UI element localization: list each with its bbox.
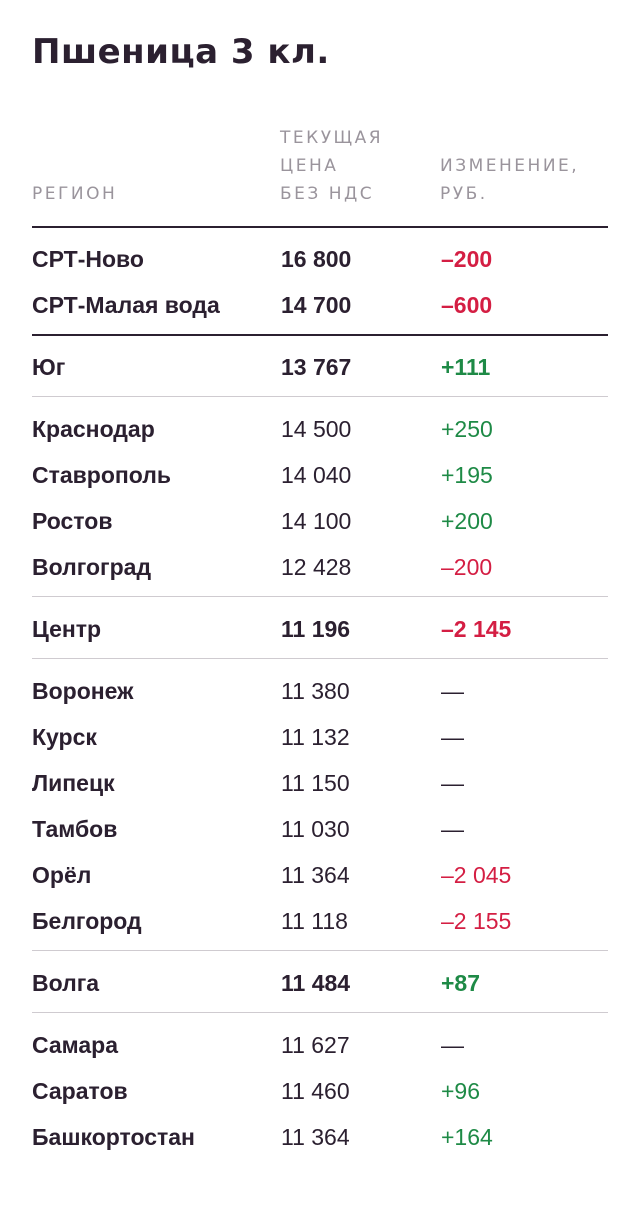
region-cell: Липецк (32, 770, 115, 796)
table-row-summary: Юг 13 767 +111 (32, 344, 608, 390)
price-cell: 16 800 (281, 246, 352, 272)
change-cell: — (441, 724, 464, 750)
column-header-change: ИЗМЕНЕНИЕ, РУБ. (440, 156, 580, 204)
price-cell: 14 700 (281, 292, 352, 318)
region-cell: Юг (32, 354, 66, 380)
region-cell: Волга (32, 970, 100, 996)
table-row: Краснодар 14 500 +250 (32, 406, 608, 452)
region-cell: Башкортостан (32, 1124, 195, 1150)
price-cell: 14 100 (281, 508, 352, 534)
change-cell: –2 155 (441, 908, 512, 934)
price-cell: 14 040 (281, 462, 352, 488)
table-row: Волгоград 12 428 –200 (32, 544, 608, 590)
change-cell: — (441, 1032, 464, 1058)
row-divider (32, 950, 608, 951)
price-cell: 11 364 (281, 1124, 350, 1150)
table-row: СРТ-Малая вода 14 700 –600 (32, 282, 608, 328)
table-row: Орёл 11 364 –2 045 (32, 852, 608, 898)
price-cell: 11 118 (281, 908, 348, 934)
region-cell: Саратов (32, 1078, 128, 1104)
row-divider (32, 1012, 608, 1013)
region-cell: Ростов (32, 508, 113, 534)
change-cell: +111 (441, 354, 491, 380)
price-cell: 11 132 (281, 724, 350, 750)
row-divider (32, 658, 608, 659)
price-cell: 12 428 (281, 554, 352, 580)
region-cell: Курск (32, 724, 97, 750)
region-cell: СРТ-Ново (32, 246, 144, 272)
change-cell: +164 (441, 1124, 493, 1150)
table-row: Воронеж 11 380 — (32, 668, 608, 714)
price-cell: 11 484 (281, 970, 351, 996)
change-cell: –200 (441, 246, 493, 272)
region-cell: Воронеж (32, 678, 134, 704)
price-cell: 14 500 (281, 416, 352, 442)
change-cell: +250 (441, 416, 493, 442)
change-cell: — (441, 816, 464, 842)
section-divider (32, 334, 608, 336)
table-row: Курск 11 132 — (32, 714, 608, 760)
change-cell: –2 145 (441, 616, 512, 642)
table-row: Самара 11 627 — (32, 1022, 608, 1068)
table-row: Ростов 14 100 +200 (32, 498, 608, 544)
row-divider (32, 596, 608, 597)
region-cell: Самара (32, 1032, 119, 1058)
table-row: Липецк 11 150 — (32, 760, 608, 806)
table-row: Ставрополь 14 040 +195 (32, 452, 608, 498)
row-divider (32, 396, 608, 397)
change-cell: +87 (441, 970, 481, 996)
table-row: Белгород 11 118 –2 155 (32, 898, 608, 944)
table-row: СРТ-Ново 16 800 –200 (32, 236, 608, 282)
price-cell: 11 627 (281, 1032, 350, 1058)
change-cell: +195 (441, 462, 493, 488)
change-cell: –600 (441, 292, 493, 318)
region-cell: Центр (32, 616, 102, 642)
region-cell: Белгород (32, 908, 142, 934)
table-header: РЕГИОН ТЕКУЩАЯ ЦЕНА БЕЗ НДС ИЗМЕНЕНИЕ, Р… (32, 120, 608, 208)
change-cell: +200 (441, 508, 493, 534)
change-cell: –200 (441, 554, 493, 580)
region-cell: Тамбов (32, 816, 118, 842)
table-row: Саратов 11 460 +96 (32, 1068, 608, 1114)
table-row-summary: Волга 11 484 +87 (32, 960, 608, 1006)
region-cell: Орёл (32, 862, 92, 888)
price-cell: 11 364 (281, 862, 350, 888)
price-cell: 11 380 (281, 678, 350, 704)
price-cell: 13 767 (281, 354, 352, 380)
table-row-summary: Центр 11 196 –2 145 (32, 606, 608, 652)
region-cell: Ставрополь (32, 462, 172, 488)
table-row: Башкортостан 11 364 +164 (32, 1114, 608, 1160)
column-header-price: ТЕКУЩАЯ ЦЕНА БЕЗ НДС (280, 128, 384, 204)
change-cell: +96 (441, 1078, 481, 1104)
page-title: Пшеница 3 кл. (32, 32, 330, 72)
change-cell: — (441, 770, 464, 796)
price-cell: 11 030 (281, 816, 350, 842)
column-header-region: РЕГИОН (32, 184, 118, 204)
header-divider (32, 226, 608, 228)
region-cell: Краснодар (32, 416, 155, 442)
price-cell: 11 150 (281, 770, 350, 796)
table-row: Тамбов 11 030 — (32, 806, 608, 852)
change-cell: — (441, 678, 464, 704)
change-cell: –2 045 (441, 862, 512, 888)
price-cell: 11 460 (281, 1078, 350, 1104)
region-cell: СРТ-Малая вода (32, 292, 220, 318)
region-cell: Волгоград (32, 554, 152, 580)
price-cell: 11 196 (281, 616, 351, 642)
